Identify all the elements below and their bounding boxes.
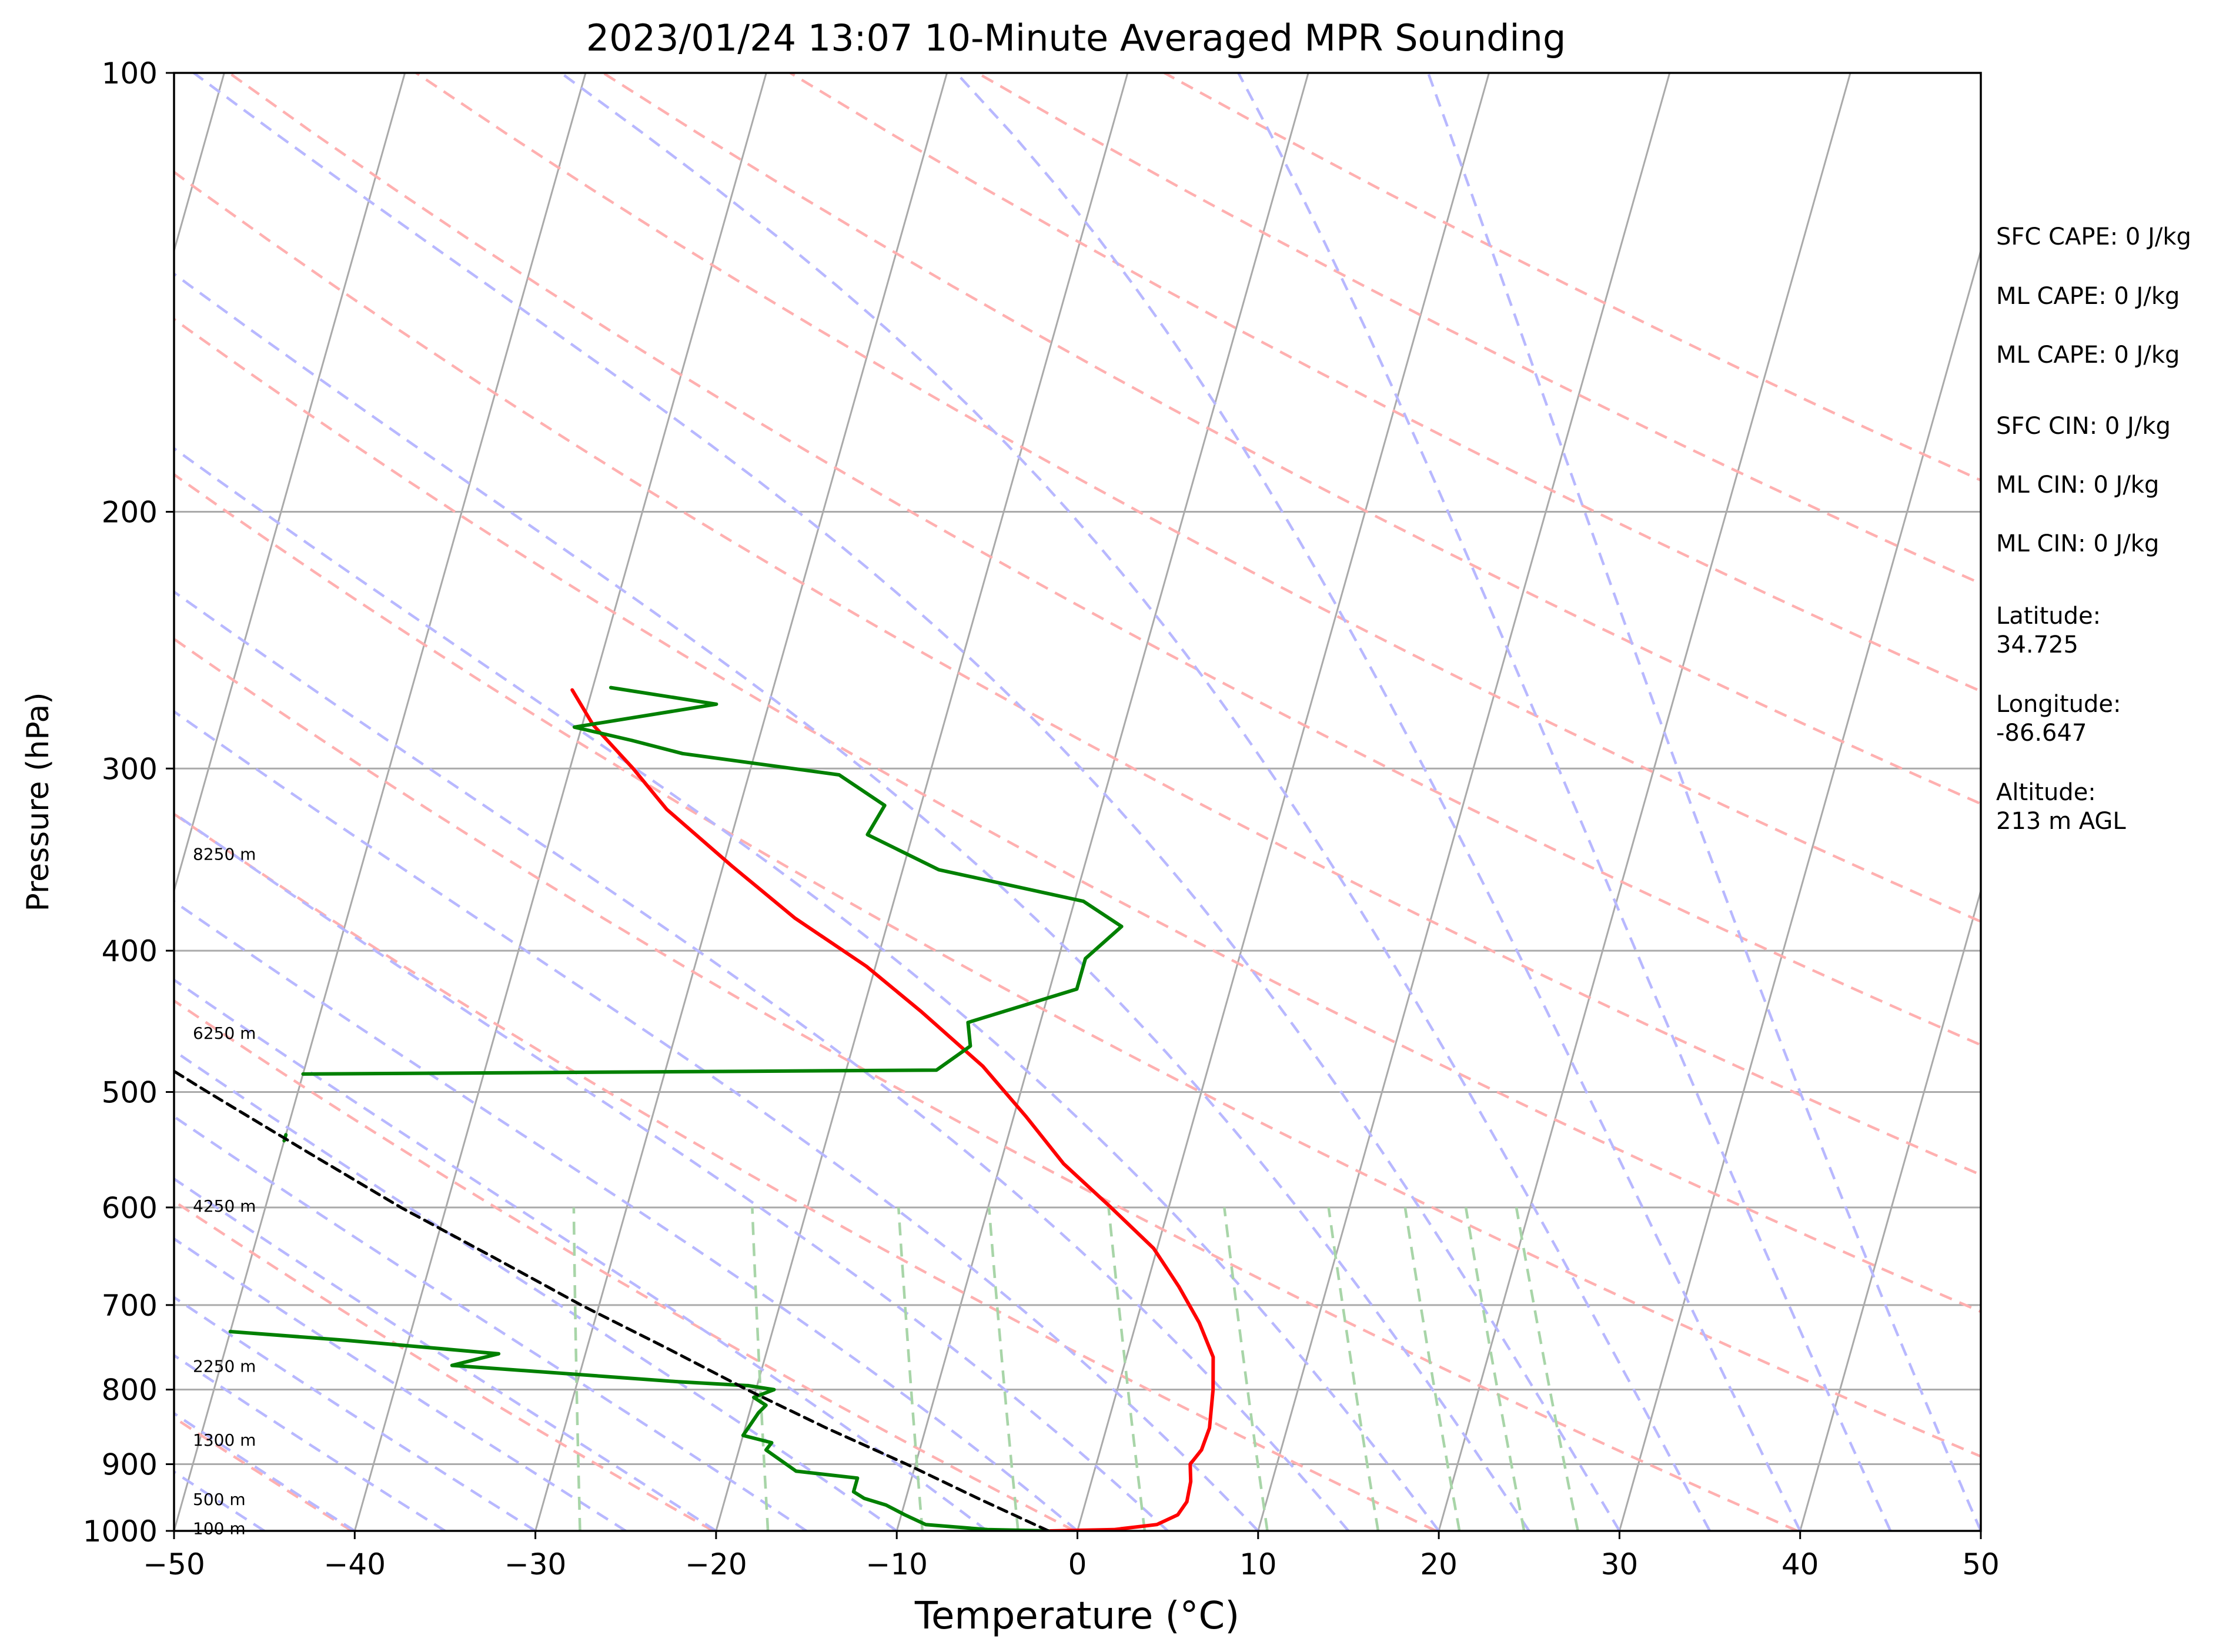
mixing-ratio-line: [897, 1207, 924, 1531]
y-tick-label: 800: [102, 1373, 158, 1407]
height-label: 500 m: [193, 1490, 246, 1509]
height-label: 8250 m: [193, 845, 256, 864]
height-label: 1300 m: [193, 1430, 256, 1450]
isotherm-line: [174, 73, 406, 894]
moist-adiabat-line: [174, 1237, 627, 1531]
moist-adiabat-line: [193, 73, 1621, 1531]
dry-adiabat-line: [174, 637, 1799, 1531]
altitude-value: 213 m AGL: [1996, 808, 2126, 835]
y-tick-label: 200: [102, 496, 158, 530]
x-tick-label: −40: [324, 1547, 386, 1581]
x-tick-label: −30: [504, 1547, 567, 1581]
ml-cape-text-2: ML CAPE: 0 J/kg: [1996, 342, 2180, 369]
background-lines: [174, 73, 1981, 1531]
moist-adiabat-line: [1237, 73, 1892, 1531]
dry-adiabat-line: [174, 473, 1981, 1458]
moist-adiabat-line: [1426, 73, 1981, 1531]
sounding-traces: [174, 685, 1215, 1531]
sfc-cape-text: SFC CAPE: 0 J/kg: [1996, 223, 2191, 250]
y-axis-ticks: 1000 900 800 700 600 500 400 300 200 100: [83, 56, 174, 1549]
moist-adiabat-line: [174, 1353, 446, 1531]
x-tick-label: 40: [1782, 1547, 1819, 1581]
isotherm-line: [1257, 73, 1671, 1531]
x-tick-label: 50: [1962, 1547, 2000, 1581]
side-panel: SFC CAPE: 0 J/kg ML CAPE: 0 J/kg ML CAPE…: [1996, 223, 2191, 835]
mixing-ratio-line: [987, 1207, 1020, 1531]
longitude-value: -86.647: [1996, 720, 2087, 747]
dry-adiabat-line: [174, 999, 1075, 1531]
mixing-ratio-line: [1327, 1207, 1380, 1531]
x-tick-label: 10: [1239, 1547, 1277, 1581]
ml-cape-text: ML CAPE: 0 J/kg: [1996, 283, 2180, 310]
ml-cin-text-2: ML CIN: 0 J/kg: [1996, 530, 2159, 557]
x-axis-label: Temperature (°C): [914, 1594, 1239, 1638]
dewpoint-line: [228, 1330, 1051, 1531]
mixing-ratio-line: [1107, 1207, 1147, 1531]
dry-adiabat-line: [174, 1416, 353, 1531]
y-tick-label: 500: [102, 1075, 158, 1109]
x-tick-label: −20: [685, 1547, 747, 1581]
mixing-ratio-line: [1464, 1207, 1526, 1531]
height-label: 100 m: [193, 1519, 246, 1539]
y-tick-label: 600: [102, 1191, 158, 1225]
y-tick-label: 100: [102, 56, 158, 91]
moist-adiabat-line: [174, 272, 1530, 1531]
longitude-label: Longitude:: [1996, 691, 2121, 718]
moist-adiabat-line: [174, 978, 988, 1531]
x-tick-label: 0: [1068, 1547, 1087, 1581]
moist-adiabat-line: [174, 1296, 536, 1531]
x-tick-label: −10: [865, 1547, 928, 1581]
y-tick-label: 400: [102, 934, 158, 968]
y-tick-label: 700: [102, 1289, 158, 1323]
height-label: 6250 m: [193, 1024, 256, 1043]
height-labels: 100 m 500 m 1300 m 2250 m 4250 m 6250 m 8250 m: [193, 845, 256, 1539]
moist-adiabat-line: [174, 710, 1259, 1531]
latitude-label: Latitude:: [1996, 603, 2101, 630]
x-tick-label: −50: [143, 1547, 205, 1581]
isotherm-line: [715, 73, 1129, 1531]
isotherm-line: [174, 73, 587, 1531]
ml-cin-text: ML CIN: 0 J/kg: [1996, 471, 2159, 499]
isotherm-line: [1438, 73, 1851, 1531]
y-tick-label: 300: [102, 752, 158, 786]
y-tick-label: 1000: [83, 1514, 158, 1549]
moist-adiabat-line: [560, 73, 1711, 1531]
mixing-ratio-line: [1403, 1207, 1461, 1531]
dry-adiabat-line: [174, 170, 1981, 1176]
chart-title: 2023/01/24 13:07 10-Minute Averaged MPR …: [586, 16, 1566, 59]
x-tick-label: 20: [1420, 1547, 1458, 1581]
moist-adiabat-line: [955, 73, 1801, 1531]
isotherm-line: [1618, 248, 1981, 1531]
mixing-ratio-line: [1515, 1207, 1579, 1531]
isotherm-line: [534, 73, 948, 1531]
temperature-line: [570, 688, 1215, 1531]
isotherm-line: [895, 73, 1309, 1531]
x-axis-ticks: −50 −40 −30 −20 −10 0 10 20 30 40 50: [143, 1531, 2000, 1581]
mixing-ratio-line: [572, 1207, 581, 1531]
mixing-ratio-line: [1223, 1207, 1269, 1531]
moist-adiabat-line: [174, 447, 1440, 1531]
dry-adiabat-line: [174, 812, 1437, 1531]
height-label: 4250 m: [193, 1196, 256, 1216]
parcel-profile-line: [174, 1069, 1050, 1531]
moist-adiabat-line: [174, 811, 1169, 1531]
altitude-label: Altitude:: [1996, 779, 2096, 806]
isotherm-line: [1799, 887, 1981, 1531]
mixing-ratio-line: [751, 1207, 770, 1531]
latitude-value: 34.725: [1996, 631, 2078, 658]
sfc-cin-text: SFC CIN: 0 J/kg: [1996, 413, 2171, 440]
y-axis-label: Pressure (hPa): [21, 693, 56, 912]
height-label: 2250 m: [193, 1357, 256, 1376]
dry-adiabat-line: [789, 73, 1981, 693]
isotherm-line: [1077, 73, 1490, 1531]
y-tick-label: 900: [102, 1448, 158, 1482]
dewpoint-upper-line: [301, 685, 1124, 1076]
moist-adiabat-line: [174, 590, 1350, 1531]
dry-adiabat-line: [174, 317, 1981, 1313]
x-tick-label: 30: [1601, 1547, 1639, 1581]
isotherm-line: [353, 73, 767, 1531]
